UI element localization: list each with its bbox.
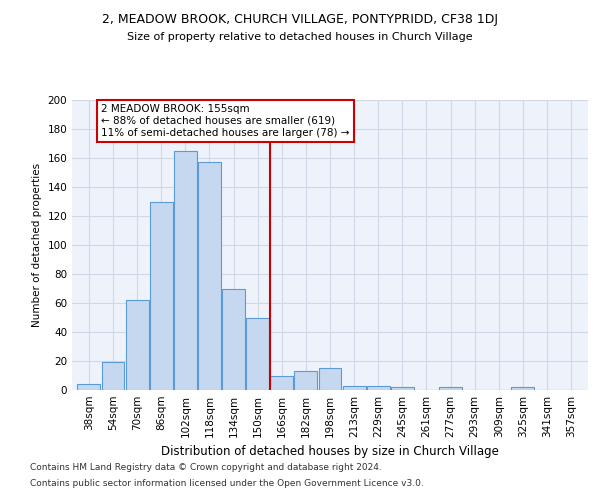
Bar xyxy=(319,368,341,390)
Bar xyxy=(125,300,149,390)
Bar xyxy=(198,162,221,390)
Bar xyxy=(101,362,124,390)
Text: 2, MEADOW BROOK, CHURCH VILLAGE, PONTYPRIDD, CF38 1DJ: 2, MEADOW BROOK, CHURCH VILLAGE, PONTYPR… xyxy=(102,12,498,26)
Bar xyxy=(295,371,317,390)
Bar xyxy=(367,386,389,390)
Bar xyxy=(222,288,245,390)
Bar xyxy=(343,386,365,390)
Bar xyxy=(246,318,269,390)
Bar xyxy=(511,387,535,390)
Bar xyxy=(391,387,414,390)
Bar xyxy=(174,151,197,390)
Bar xyxy=(77,384,100,390)
Text: 2 MEADOW BROOK: 155sqm
← 88% of detached houses are smaller (619)
11% of semi-de: 2 MEADOW BROOK: 155sqm ← 88% of detached… xyxy=(101,104,349,138)
Text: Contains HM Land Registry data © Crown copyright and database right 2024.: Contains HM Land Registry data © Crown c… xyxy=(30,464,382,472)
X-axis label: Distribution of detached houses by size in Church Village: Distribution of detached houses by size … xyxy=(161,446,499,458)
Bar xyxy=(439,387,462,390)
Text: Contains public sector information licensed under the Open Government Licence v3: Contains public sector information licen… xyxy=(30,478,424,488)
Bar xyxy=(150,202,173,390)
Bar xyxy=(271,376,293,390)
Y-axis label: Number of detached properties: Number of detached properties xyxy=(32,163,42,327)
Text: Size of property relative to detached houses in Church Village: Size of property relative to detached ho… xyxy=(127,32,473,42)
